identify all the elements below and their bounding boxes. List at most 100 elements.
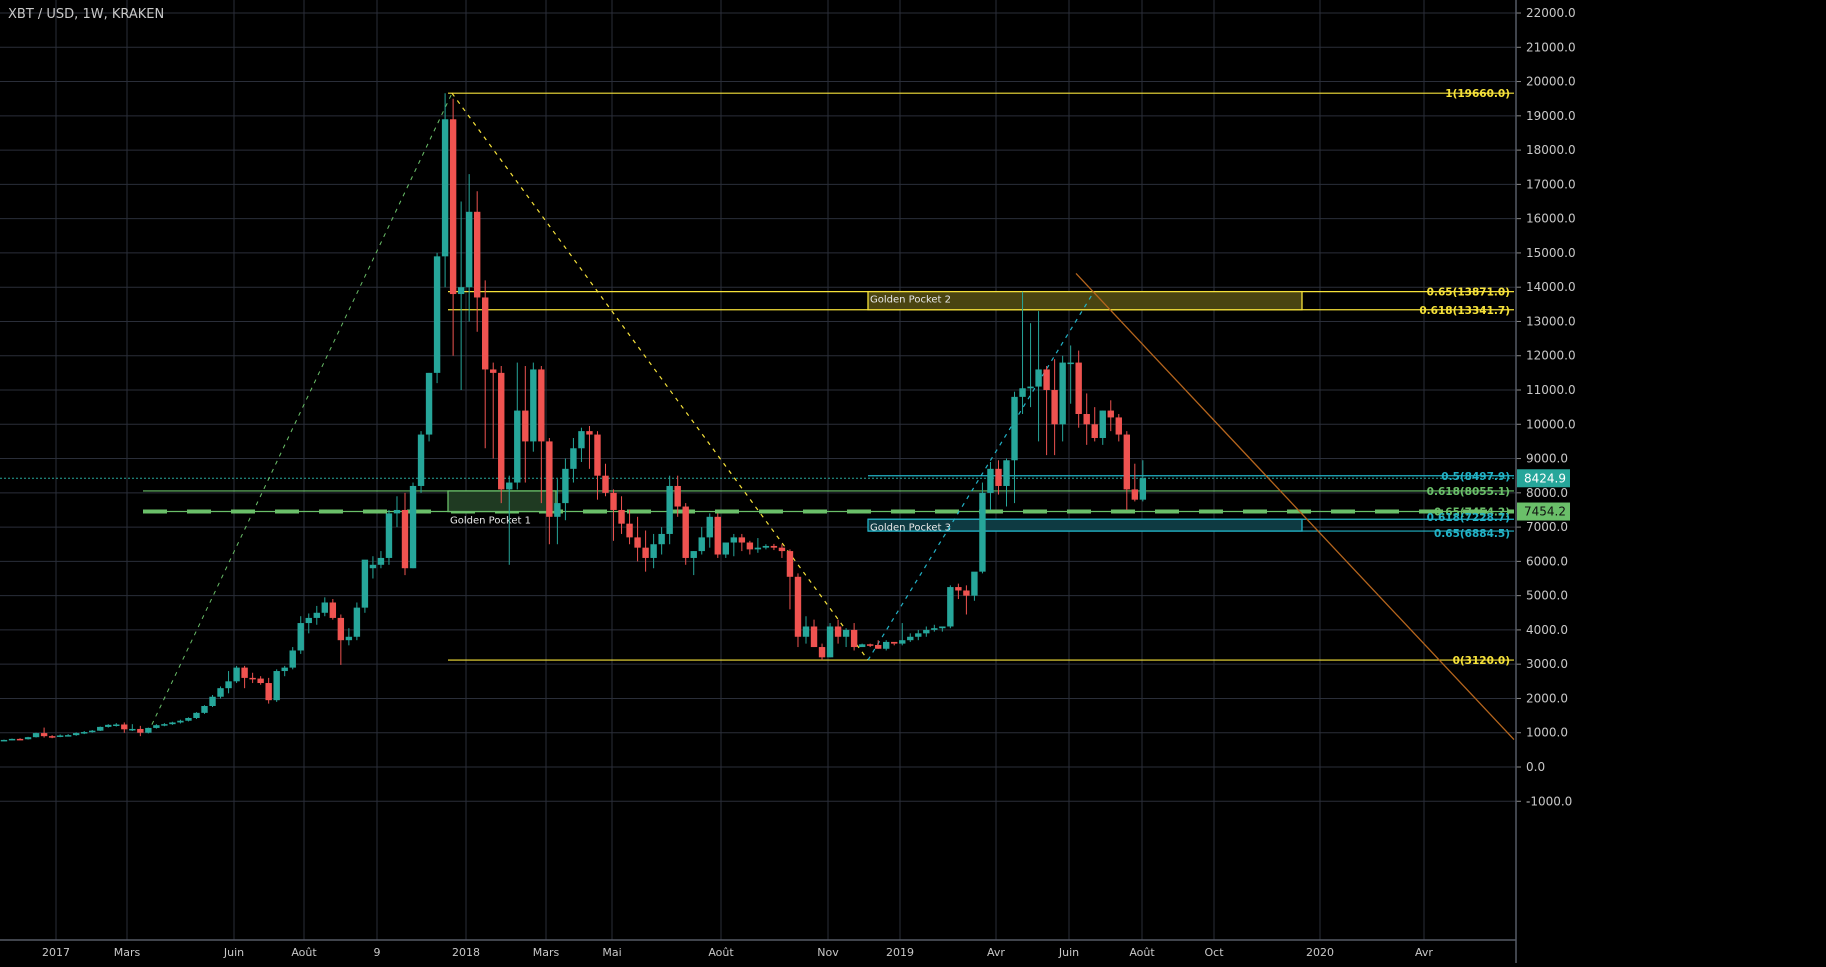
x-tick-label: 2019	[886, 946, 914, 959]
candle-body	[1059, 362, 1066, 425]
candle-body	[24, 737, 32, 740]
candle-body	[137, 728, 144, 733]
candle-body	[0, 739, 8, 742]
candle-body	[56, 735, 64, 737]
golden-pocket-2-box[interactable]	[867, 290, 1303, 311]
fib-level-label: 0.618(7228.7)	[1427, 512, 1510, 524]
candle-body	[441, 119, 449, 257]
candle-body	[177, 720, 184, 723]
candle-body	[433, 256, 441, 373]
candle-body	[602, 475, 609, 493]
candle-body	[915, 633, 922, 637]
candle-body	[642, 547, 649, 558]
candle-body	[289, 650, 296, 668]
candle-body	[738, 537, 746, 543]
candle-body	[570, 448, 577, 469]
candle-body	[465, 211, 473, 288]
candle-body	[1107, 410, 1114, 418]
candle-body	[113, 724, 120, 727]
y-tick-label: 18000.0	[1526, 143, 1576, 157]
x-tick-label: Mars	[114, 946, 141, 959]
candle-body	[393, 509, 401, 514]
candle-body	[1139, 478, 1147, 500]
candle-body	[770, 545, 778, 548]
last_price-badge	[1517, 469, 1570, 488]
y-tick-label: 2000.0	[1526, 691, 1568, 705]
y-tick-label: 12000.0	[1526, 349, 1576, 363]
x-tick-label: Oct	[1204, 946, 1224, 959]
descending-trendline[interactable]	[1075, 273, 1515, 741]
candle-body	[8, 738, 16, 741]
y-tick-label: 0.0	[1526, 760, 1545, 774]
time-axis[interactable]: 2017 Mars Juin Août 9 2018 Mars Mai Août Nov 2019 A…	[0, 939, 1516, 959]
fib-anchor-line-green[interactable]	[147, 92, 453, 733]
y-tick-label: 20000.0	[1526, 75, 1576, 89]
golden-pocket-3-label: Golden Pocket 3	[870, 522, 951, 533]
golden-pocket-3-box[interactable]	[867, 518, 1303, 532]
x-tick-label: 2020	[1306, 946, 1334, 959]
x-tick-label: Avr	[987, 946, 1005, 959]
candle-body	[305, 617, 312, 624]
candle-body	[105, 724, 112, 727]
candle-body	[538, 369, 545, 442]
x-tick-label: Août	[1129, 946, 1155, 959]
candle-body	[361, 559, 369, 608]
candle-body	[1123, 434, 1130, 490]
candle-body	[16, 738, 24, 741]
candle-body	[217, 688, 224, 697]
candle-body	[417, 434, 425, 486]
candle-body	[746, 542, 754, 550]
candle-body	[209, 696, 216, 706]
candle-body	[883, 641, 890, 649]
candle-body	[1075, 362, 1082, 414]
candle-body	[947, 587, 954, 627]
trend-lines[interactable]	[147, 92, 1515, 741]
candle-body	[506, 482, 513, 490]
candle-body	[401, 509, 409, 569]
candle-body	[1083, 413, 1090, 425]
candle-body	[81, 732, 88, 734]
candle-body	[514, 410, 521, 483]
candle-body	[409, 485, 417, 569]
candle-body	[321, 602, 328, 613]
candle-body	[618, 509, 625, 524]
price-axis[interactable]: 22000.0 21000.0 20000.0 19000.0 18000.0 17000…	[1515, 0, 1576, 963]
x-tick-label: Août	[708, 946, 734, 959]
candle-body	[899, 640, 906, 644]
candle-body	[1003, 460, 1010, 486]
candle-body	[778, 547, 786, 552]
y-tick-label: 6000.0	[1526, 554, 1568, 568]
golden-pocket-boxes[interactable]: Golden Pocket 1 Golden Pocket 2 Golden Poc…	[447, 290, 1303, 534]
x-tick-label: Juin	[1058, 946, 1079, 959]
candle-body	[971, 571, 978, 596]
candle-body	[690, 551, 697, 558]
x-tick-label: Avr	[1415, 946, 1433, 959]
x-tick-label: Mars	[533, 946, 560, 959]
golden-pocket-1-label: Golden Pocket 1	[450, 516, 531, 527]
x-tick-label: 2017	[42, 946, 70, 959]
fib-anchor-line-yellow[interactable]	[451, 92, 869, 661]
candle-body	[530, 369, 537, 442]
candle-body	[48, 736, 56, 738]
candle-body	[522, 410, 529, 442]
candle-body	[153, 725, 160, 728]
y-tick-label: 3000.0	[1526, 657, 1568, 671]
candle-body	[1027, 386, 1034, 389]
candle-body	[89, 730, 96, 733]
candle-body	[329, 602, 337, 618]
candle-body	[979, 492, 986, 572]
candle-body	[754, 547, 762, 550]
y-tick-label: 7000.0	[1526, 520, 1568, 534]
golden-pocket-1-box[interactable]	[447, 490, 557, 513]
candle-body	[169, 722, 176, 725]
y-tick-label: 5000.0	[1526, 589, 1568, 603]
candle-body	[297, 623, 304, 651]
candle-body	[931, 628, 938, 630]
y-tick-label: 8000.0	[1526, 486, 1568, 500]
candle-body	[457, 287, 465, 295]
y-tick-label: 21000.0	[1526, 40, 1576, 54]
candle-body	[377, 557, 385, 565]
fib-anchor-line-cyan[interactable]	[867, 291, 1095, 661]
